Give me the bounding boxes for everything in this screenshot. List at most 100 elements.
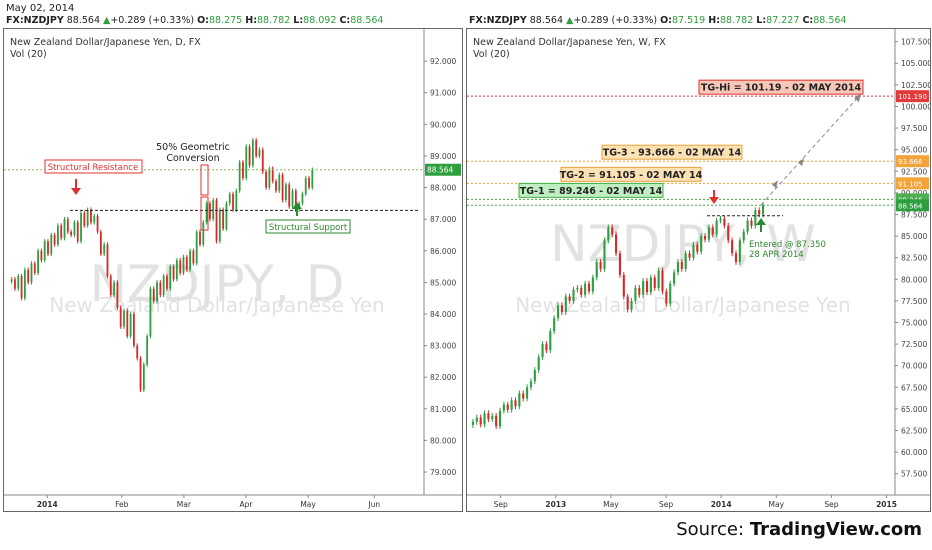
price-tag-box xyxy=(896,90,929,103)
daily-chart-panel[interactable]: NZDJPY, D New Zealand Dollar/Japanese Yen… xyxy=(3,28,463,512)
candle-body xyxy=(99,231,102,254)
x-tick-label: May xyxy=(769,500,785,509)
projection-arrow-icon xyxy=(854,93,861,103)
price-tag-label: 91.105 xyxy=(898,180,923,188)
candle-body xyxy=(487,413,490,420)
candle-body xyxy=(311,169,314,188)
candle-body xyxy=(649,277,652,293)
candle-body xyxy=(657,270,660,288)
candle-body xyxy=(603,240,606,269)
conversion-box-top xyxy=(200,164,209,196)
candle-body xyxy=(734,253,738,262)
candle-body xyxy=(584,283,587,295)
price-tag-box xyxy=(896,155,929,168)
candle-body xyxy=(506,404,509,410)
left-close: 88.564 xyxy=(350,15,384,26)
candle-body xyxy=(212,200,215,220)
candle-body xyxy=(595,262,598,278)
candle-body xyxy=(696,244,699,252)
y-tick-label: 65.000 xyxy=(901,405,927,414)
source-credit: Source: TradingView.com xyxy=(676,519,922,540)
tg3-label: TG-3 - 93.666 - 02 MAY 14 xyxy=(603,148,742,159)
candle-body xyxy=(634,287,637,301)
y-tick-label: 107.500 xyxy=(901,38,930,47)
candle-body xyxy=(169,266,172,289)
conversion-label-2: Conversion xyxy=(166,153,219,164)
candle-body xyxy=(23,269,26,299)
candle-body xyxy=(116,282,119,308)
conversion-label-1: 50% Geometric xyxy=(156,142,230,153)
right-low-label: L: xyxy=(756,15,767,26)
right-high: 88.782 xyxy=(720,15,754,26)
candle-body xyxy=(146,336,149,365)
weekly-chart-panel[interactable]: NZDJPY, W New Zealand Dollar/Japanese Yen… xyxy=(466,28,931,512)
candle-body xyxy=(568,296,571,301)
candle-body xyxy=(17,276,20,289)
candle-body xyxy=(308,178,310,188)
candle-body xyxy=(76,222,79,242)
candle-body xyxy=(758,210,761,215)
candle-body xyxy=(268,168,271,188)
candle-body xyxy=(73,222,76,235)
chart-date: May 02, 2014 xyxy=(6,3,75,14)
candle-body xyxy=(14,279,16,289)
x-tick-label: 2015 xyxy=(876,500,897,509)
candle-body xyxy=(50,234,53,254)
right-high-label: H: xyxy=(708,15,721,26)
weekly-chart-title: New Zealand Dollar/Japanese Yen, W, FX xyxy=(473,37,666,48)
candle-body xyxy=(209,203,211,220)
candle-body xyxy=(225,203,228,229)
candle-body xyxy=(518,393,521,407)
x-tick-label: Sep xyxy=(494,500,508,509)
candle-body xyxy=(83,212,86,226)
x-tick-label: Mar xyxy=(177,500,192,509)
candle-body xyxy=(251,140,254,166)
candle-body xyxy=(680,262,683,269)
candle-body xyxy=(727,225,730,241)
candle-body xyxy=(291,190,294,207)
candle-body xyxy=(615,234,618,254)
candle-body xyxy=(242,162,244,179)
candle-body xyxy=(580,287,583,295)
candle-body xyxy=(192,250,195,264)
x-tick-label: Apr xyxy=(239,500,253,509)
candle-body xyxy=(537,357,540,371)
candle-body xyxy=(471,421,474,425)
candle-body xyxy=(245,146,248,179)
left-open-label: O: xyxy=(197,15,209,26)
candle-body xyxy=(123,310,125,327)
right-last: 88.564 xyxy=(529,15,563,26)
candle-body xyxy=(522,393,525,399)
candle-body xyxy=(43,241,46,261)
daily-chart-title: New Zealand Dollar/Japanese Yen, D, FX xyxy=(10,37,201,48)
candle-body xyxy=(475,417,478,422)
y-tick-label: 80.000 xyxy=(430,436,456,445)
x-tick-label: Sep xyxy=(659,500,673,509)
right-change: +0.289 (+0.33%) xyxy=(573,15,658,26)
y-tick-label: 85.000 xyxy=(901,232,927,241)
up-arrow-icon: ▲ xyxy=(103,15,111,26)
candle-body xyxy=(40,250,43,261)
candle-body xyxy=(669,283,672,304)
y-tick-label: 81.000 xyxy=(430,405,456,414)
candle-body xyxy=(106,244,109,277)
entry-green-arrow-icon xyxy=(756,218,766,225)
y-tick-label: 87.000 xyxy=(430,215,456,224)
candle-body xyxy=(622,274,625,297)
candle-body xyxy=(152,288,155,302)
candle-body xyxy=(57,225,59,245)
candle-body xyxy=(676,262,680,273)
candle-body xyxy=(301,193,304,204)
candle-body xyxy=(572,289,575,301)
y-tick-label: 60.000 xyxy=(901,448,927,457)
weekly-chart-svg[interactable]: NZDJPY, W New Zealand Dollar/Japanese Yen… xyxy=(467,29,930,511)
support-label: Structural Support xyxy=(269,223,348,233)
candle-body xyxy=(238,162,241,191)
y-tick-label: 67.500 xyxy=(901,383,927,392)
watermark-symbol: NZDJPY, W xyxy=(550,215,816,273)
right-open: 87.519 xyxy=(671,15,706,26)
y-tick-label: 92.000 xyxy=(430,57,456,66)
candle-body xyxy=(304,178,307,194)
x-tick-label: Jun xyxy=(367,500,380,509)
